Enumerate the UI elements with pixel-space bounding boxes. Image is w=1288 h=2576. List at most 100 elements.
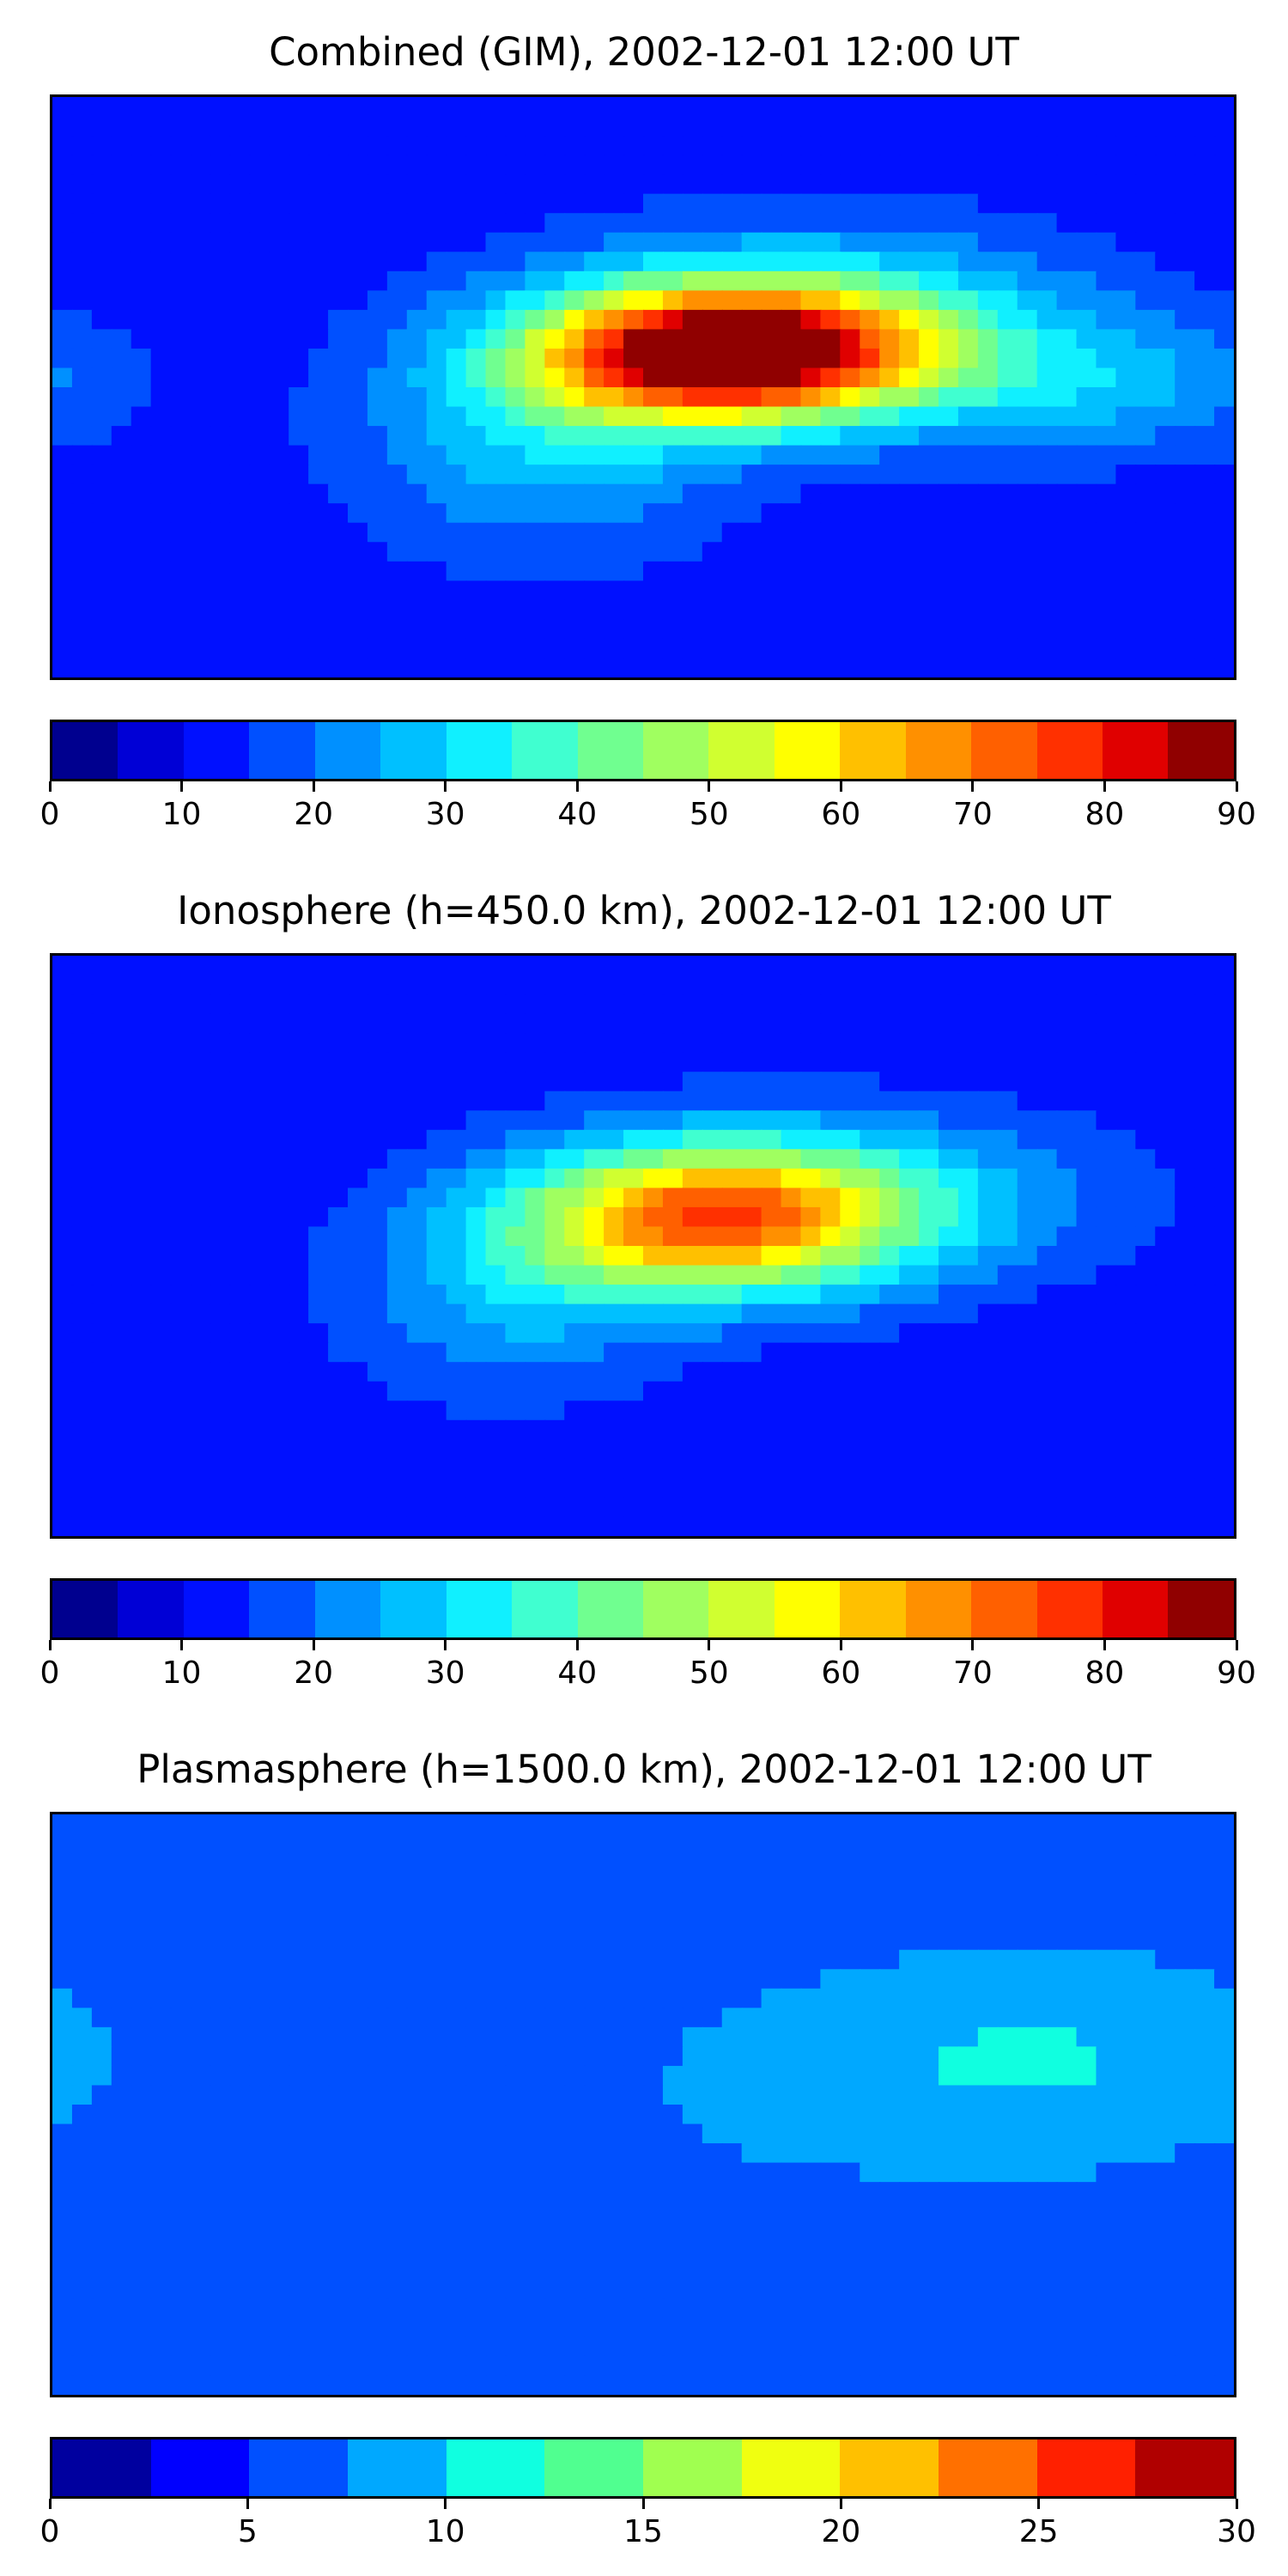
heatmap-cell [662,406,684,428]
heatmap-cell [249,1400,270,1421]
heatmap-cell [367,387,389,408]
heatmap-cell [721,1381,743,1402]
heatmap-cell [426,542,447,562]
heatmap-cell [682,270,703,292]
heatmap-cell [269,97,290,118]
heatmap-cell [1036,503,1058,524]
heatmap-cell [52,2065,74,2087]
heatmap-cell [1056,619,1078,641]
heatmap-cell [91,445,112,466]
heatmap-cell [781,1833,802,1855]
heatmap-cell [997,232,1018,253]
heatmap-cell [977,1013,999,1035]
heatmap-cell [289,1265,310,1286]
heatmap-cell [544,174,566,195]
heatmap-cell [564,1342,586,1364]
heatmap-cell [761,1419,782,1441]
heatmap-cell [1036,426,1058,447]
heatmap-cell [997,1323,1018,1344]
heatmap-cell [426,1110,447,1131]
heatmap-cell [682,1323,703,1344]
heatmap-cell [426,1497,447,1518]
heatmap-cell [1175,619,1196,641]
heatmap-cell [604,2046,625,2068]
heatmap-cell [1194,174,1216,195]
heatmap-cell [1214,658,1234,677]
heatmap-cell [761,1265,782,1286]
heatmap-cell [643,542,665,562]
heatmap-cell [190,1949,211,1971]
heatmap-cell [71,1872,94,1893]
heatmap-cell [643,2143,665,2164]
heatmap-cell [939,561,960,582]
heatmap-cell [761,2221,782,2241]
heatmap-cell [741,1497,762,1518]
heatmap-cell [1214,387,1234,408]
heatmap-cell [71,1013,94,1035]
heatmap-cell [91,599,112,621]
heatmap-cell [289,1911,310,1932]
heatmap-cell [71,1478,94,1499]
heatmap-cell [1175,387,1196,408]
heatmap-cell [741,232,762,253]
heatmap-cell [997,116,1018,137]
heatmap-cell [269,1458,290,1479]
heatmap-cell [150,2008,172,2028]
heatmap-cell [525,1188,546,1209]
heatmap-cell [702,1091,723,1112]
heatmap-cell [505,1285,526,1305]
heatmap-cell [1056,1168,1078,1189]
heatmap-cell [977,1052,999,1073]
heatmap-cell [781,1872,802,1893]
heatmap-cell [170,1149,191,1170]
heatmap-cell [662,580,684,601]
heatmap-cell [210,619,231,641]
heatmap-cell [446,2123,467,2145]
heatmap-cell [544,2201,566,2222]
heatmap-cell [682,1478,703,1499]
heatmap-cell [210,503,231,524]
heatmap-cell [741,1419,762,1441]
heatmap-cell [1056,503,1078,524]
heatmap-cell [1155,1814,1176,1835]
heatmap-cell [111,1478,132,1499]
heatmap-cell [544,1969,566,1990]
heatmap-cell [426,290,447,311]
heatmap-cell [1096,1091,1117,1112]
heatmap-cell [52,1988,74,2009]
heatmap-cell [1115,1892,1137,1912]
heatmap-cell [308,1091,330,1112]
heatmap-cell [623,956,645,976]
heatmap-cell [800,561,822,582]
heatmap-cell [781,1400,802,1421]
heatmap-cell [170,580,191,601]
heatmap-cell [289,1226,310,1248]
heatmap-cell [1115,1381,1137,1402]
heatmap-cell [584,136,605,156]
heatmap-cell [111,522,132,544]
heatmap-cell [800,1814,822,1835]
heatmap-cell [564,1872,586,1893]
heatmap-cell [505,638,526,659]
heatmap-cell [1175,1285,1196,1305]
heatmap-cell [249,1285,270,1305]
heatmap-cell [505,2162,526,2184]
heatmap-cell [505,1033,526,1054]
heatmap-cell [623,599,645,621]
heatmap-cell [91,213,112,234]
heatmap-cell [623,290,645,311]
heatmap-cell [957,1400,980,1421]
heatmap-cell [446,252,467,272]
heatmap-cell [800,2065,822,2087]
heatmap-cell [820,1110,841,1131]
heatmap-cell [525,1033,546,1054]
heatmap-cell [111,1949,132,1971]
heatmap-cell [1115,174,1137,195]
heatmap-cell [1135,522,1157,544]
heatmap-cell [781,329,802,350]
heatmap-cell [721,2162,743,2184]
heatmap-cell [643,2046,665,2068]
heatmap-cell [446,1149,467,1170]
heatmap-cell [682,619,703,641]
heatmap-cell [1056,1381,1078,1402]
